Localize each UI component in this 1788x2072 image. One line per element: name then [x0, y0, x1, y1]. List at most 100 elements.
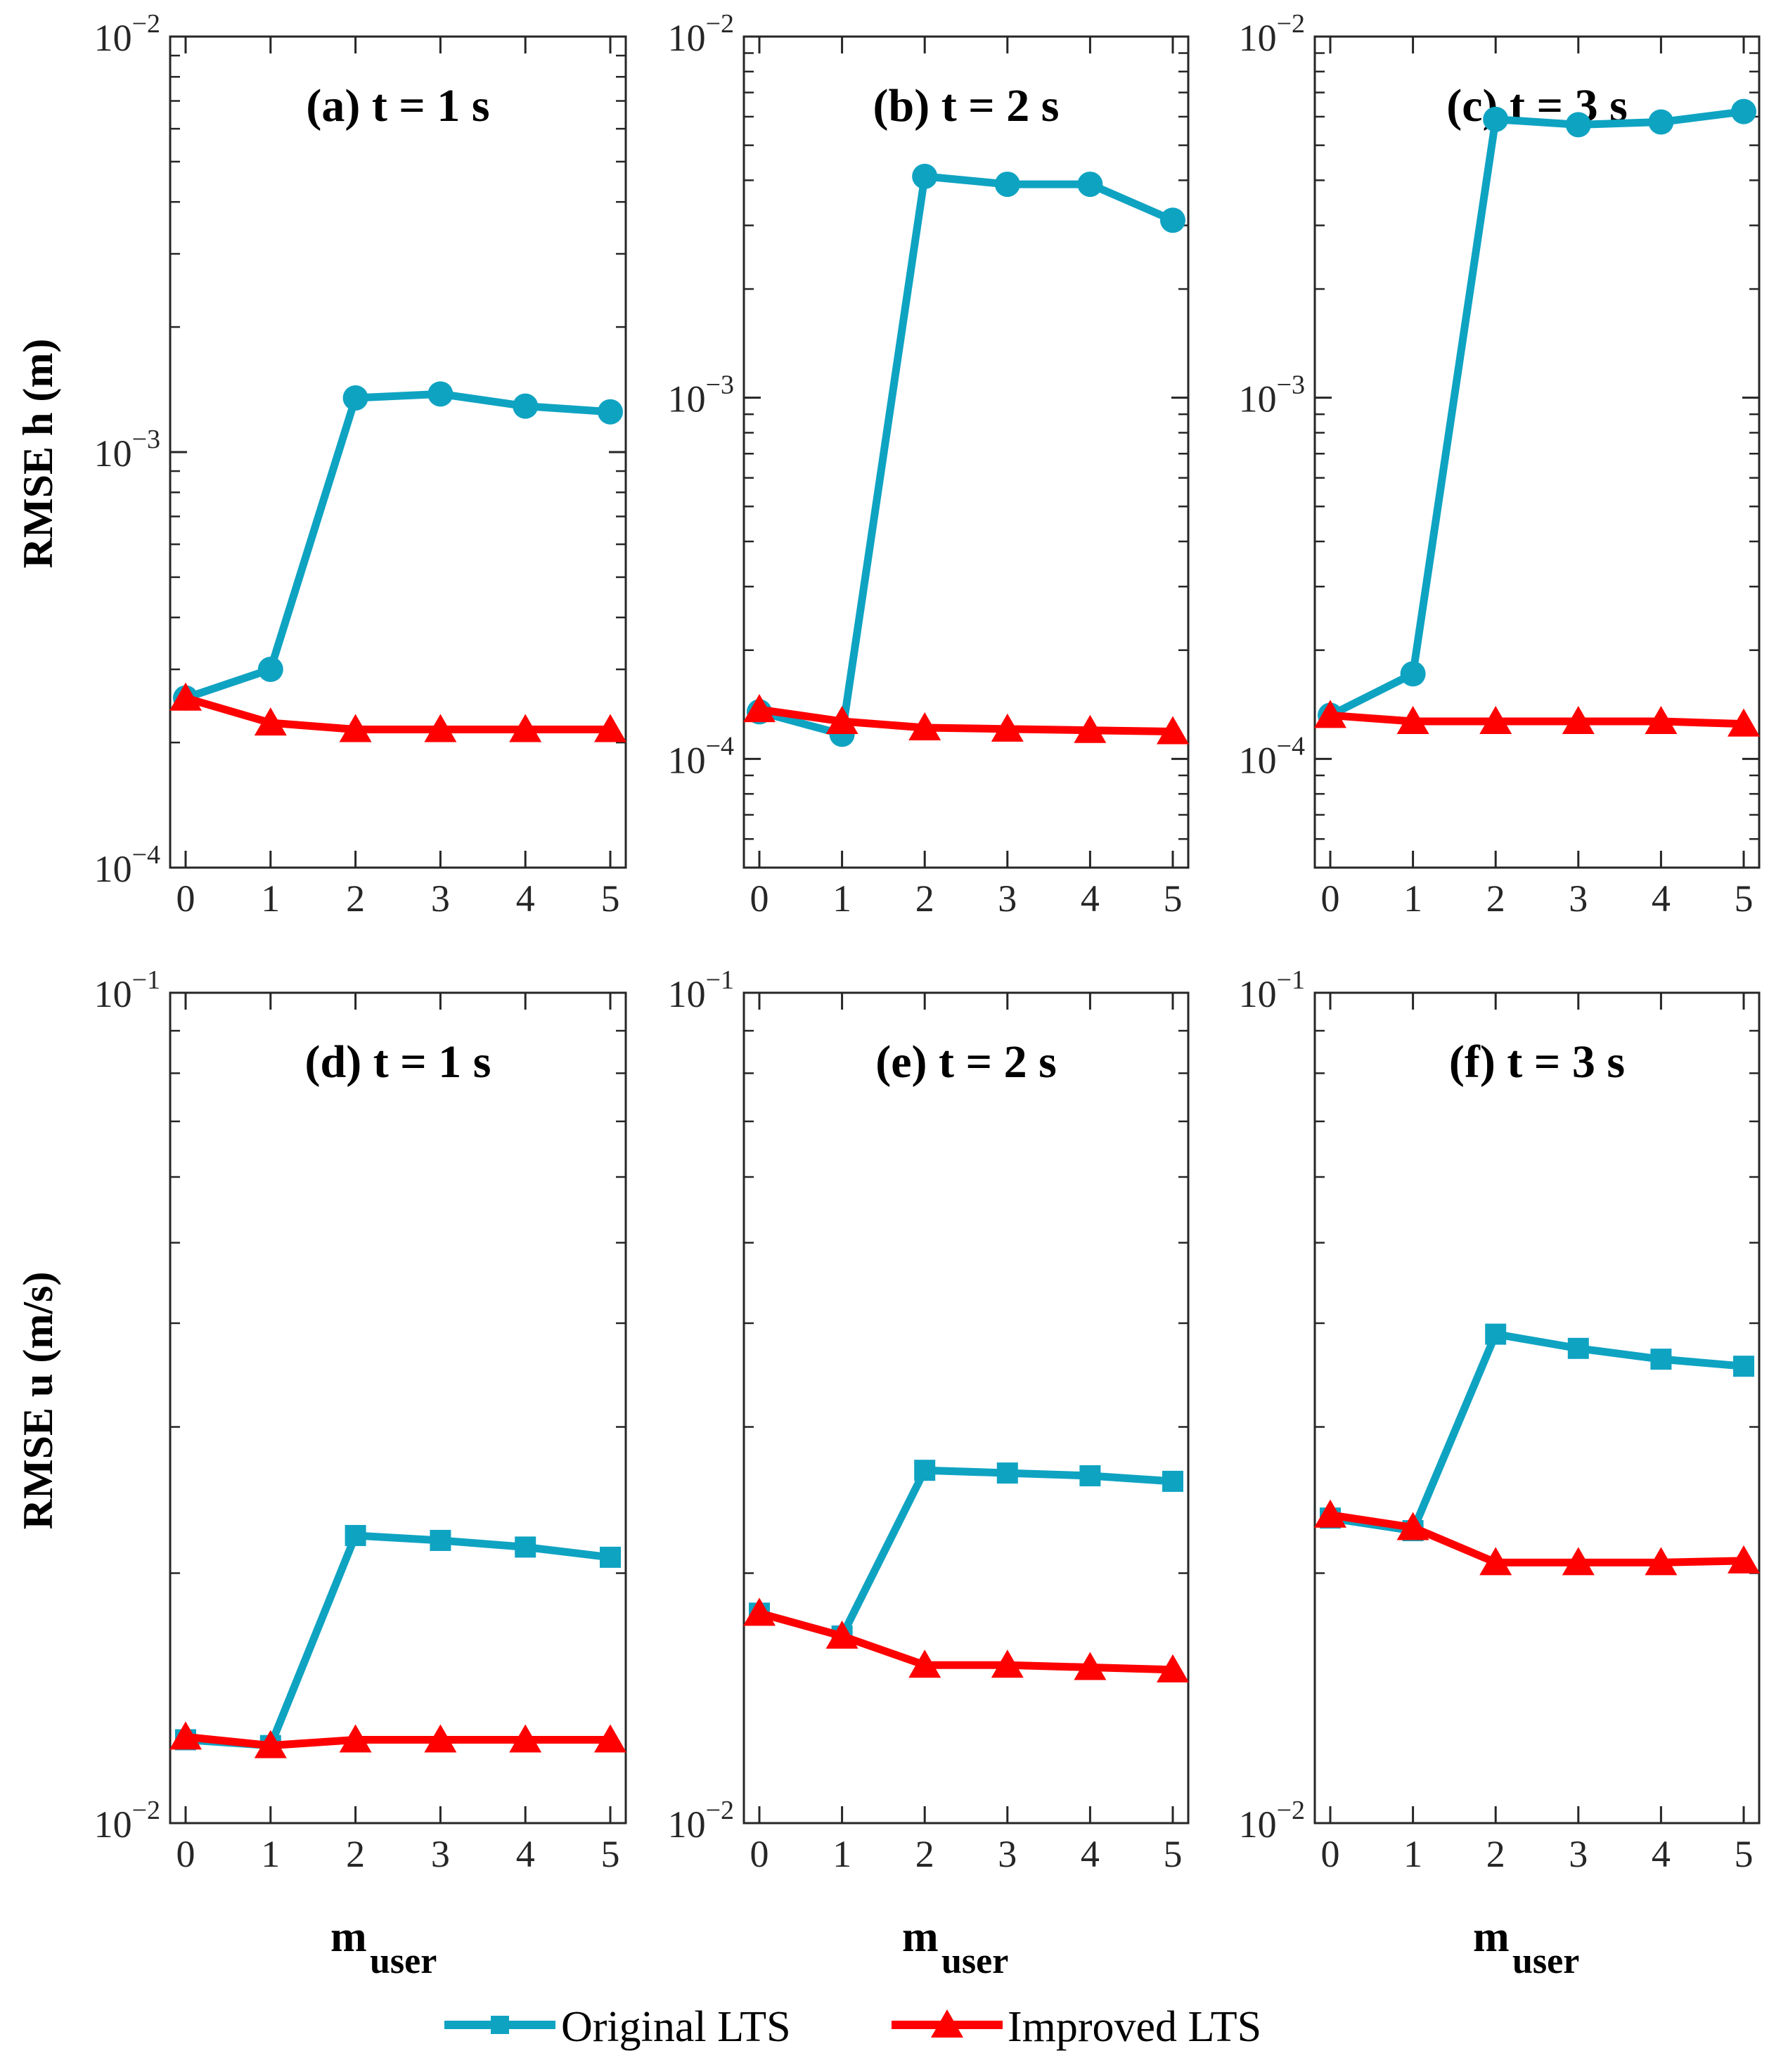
x-tick-label: 4 [516, 877, 535, 920]
x-tick-label: 2 [1486, 1833, 1505, 1875]
y-tick-label: 10−2 [668, 9, 734, 59]
axes-frame [169, 991, 627, 1825]
data-point [1562, 706, 1595, 735]
series-line-improved-lts [185, 1732, 610, 1750]
series-line-improved-lts [1330, 711, 1744, 728]
data-point [914, 1460, 936, 1481]
x-tick-label: 1 [832, 1833, 851, 1875]
x-tick-label: 5 [1735, 877, 1754, 920]
y-tick-label: 10−2 [94, 1796, 160, 1846]
data-point [1074, 1652, 1107, 1680]
data-point [825, 1620, 858, 1649]
legend-marker-improved [931, 2009, 963, 2038]
panel-c: 10−210−310−40 1 2 3 4 5(c) t = 3 s [1239, 9, 1761, 920]
data-point [1728, 708, 1760, 737]
data-point [1314, 1499, 1346, 1528]
data-point [600, 1546, 621, 1568]
x-tick-label: 4 [1081, 877, 1100, 920]
series-line-original-lts [184, 390, 611, 702]
data-point [1079, 1465, 1101, 1486]
y-tick-label: 10−2 [668, 1796, 734, 1846]
x-tick-label: 0 [176, 877, 195, 920]
x-tick-label: 2 [1486, 877, 1505, 920]
x-tick-label: 1 [832, 877, 851, 920]
x-tick-label: 4 [1652, 1833, 1671, 1875]
x-tick-label: 2 [346, 877, 365, 920]
x-tick-label: 1 [1403, 877, 1422, 920]
y-tick-label: 10−1 [668, 965, 734, 1015]
x-tick-label: 5 [1164, 1833, 1183, 1875]
series-line-improved-lts [184, 694, 610, 734]
data-point [1162, 1470, 1183, 1492]
series-line-original-lts [1328, 108, 1744, 719]
x-tick-label: 0 [176, 1833, 195, 1875]
data-point [169, 1721, 202, 1750]
data-point [598, 399, 623, 425]
panel-b: 10−2 10−3 10−4 0 1 2 3 4 5 (b) t = 2 s [668, 9, 1190, 920]
panel-title: (a) t = 1 s [306, 80, 489, 131]
x-tick-label: 1 [261, 877, 280, 920]
series-line-improved-lts [1330, 1511, 1744, 1566]
panels: 10−2 10−3 10−4 0 1 2 3 4 5 (a) t = 1 s 10−2 10−3 10−… [94, 9, 1761, 1875]
x-tick-label: 3 [1569, 877, 1588, 920]
data-point [1396, 1512, 1429, 1540]
x-tick-label: 5 [1735, 1833, 1754, 1875]
data-point [169, 682, 202, 711]
data-point [594, 1724, 626, 1753]
x-tick-label: 3 [431, 1833, 450, 1875]
data-point [339, 714, 372, 742]
data-point [1728, 1545, 1760, 1574]
data-point [430, 1529, 451, 1551]
data-point [996, 1462, 1018, 1484]
data-point [1731, 98, 1756, 124]
series-line-improved-lts [759, 705, 1173, 736]
data-point [994, 172, 1020, 198]
y-tick-label: 10−2 [1239, 9, 1305, 59]
data-point [1567, 1337, 1589, 1359]
x-label-main: m [1473, 1913, 1510, 1961]
data-point [908, 712, 941, 741]
y-tick-label: 10−4 [94, 840, 160, 890]
data-point [743, 1597, 776, 1626]
y-tick-label: 10−3 [668, 371, 734, 420]
legend-label-original: Original LTS [561, 2003, 791, 2051]
y-tick-label: 10−4 [668, 731, 734, 781]
data-point [1400, 661, 1426, 687]
data-point [1160, 207, 1185, 233]
data-point [424, 714, 457, 742]
x-label-main: m [330, 1913, 367, 1961]
y-tick-label: 10−2 [1239, 1796, 1305, 1846]
data-point [513, 393, 539, 419]
panel-title: (f) t = 3 s [1449, 1036, 1625, 1088]
panel-title: (e) t = 2 s [875, 1036, 1057, 1088]
x-label-subscript: user [370, 1941, 437, 1981]
panel-title: (d) t = 1 s [305, 1036, 491, 1088]
axes-frame [1313, 35, 1761, 869]
x-tick-label: 3 [998, 1833, 1017, 1875]
legend: Original LTS Improved LTS [444, 2003, 1261, 2051]
y-tick-label: 10−1 [94, 965, 160, 1015]
data-point [339, 1724, 372, 1753]
data-point [912, 163, 938, 189]
data-point [908, 1649, 941, 1678]
data-point [1648, 109, 1674, 135]
data-point [1074, 714, 1107, 743]
panel-a: 10−2 10−3 10−4 0 1 2 3 4 5 (a) t = 1 s [94, 9, 627, 920]
x-tick-label: 2 [915, 1833, 934, 1875]
x-label-main: m [902, 1913, 939, 1961]
data-point [257, 657, 283, 683]
x-tick-label: 1 [1403, 1833, 1422, 1875]
x-label-col1: m user [330, 1913, 437, 1981]
data-point [345, 1524, 366, 1546]
x-tick-label: 4 [516, 1833, 535, 1875]
axes-frame [742, 35, 1190, 869]
series-line-improved-lts [758, 1609, 1173, 1674]
x-tick-label: 5 [601, 1833, 620, 1875]
data-point [424, 1724, 457, 1753]
data-point [509, 714, 542, 742]
y-tick-label: 10−3 [94, 425, 160, 475]
data-point [1485, 1323, 1507, 1345]
data-point [991, 1649, 1024, 1678]
data-point [1733, 1356, 1754, 1377]
